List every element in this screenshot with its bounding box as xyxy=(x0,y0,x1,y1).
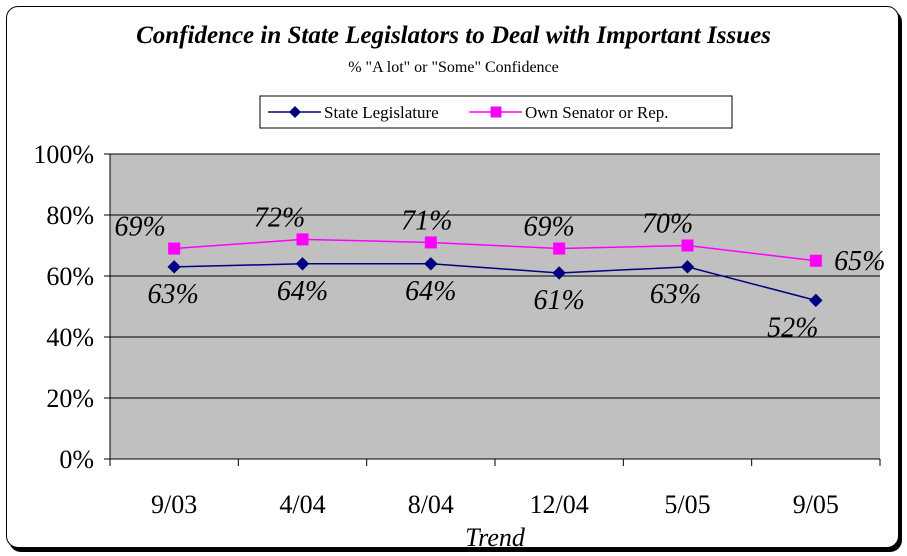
data-point xyxy=(167,260,181,274)
plot-area xyxy=(110,154,880,459)
legend-marker xyxy=(490,106,502,118)
data-label: 64% xyxy=(405,276,456,307)
data-point xyxy=(424,236,437,249)
x-tick-label: 9/05 xyxy=(793,490,839,519)
y-tick-label: 20% xyxy=(46,384,94,413)
x-tick-label: 5/05 xyxy=(664,490,710,519)
data-label: 61% xyxy=(534,285,585,316)
x-tick-label: 9/03 xyxy=(151,490,197,519)
chart-title: Confidence in State Legislators to Deal … xyxy=(136,22,771,49)
data-point xyxy=(296,233,309,246)
data-label: 71% xyxy=(401,205,452,236)
x-axis-title: Trend xyxy=(465,523,526,552)
data-point xyxy=(295,257,310,271)
data-point xyxy=(680,260,695,274)
data-label: 69% xyxy=(115,212,166,243)
data-label: 63% xyxy=(148,279,199,310)
data-point xyxy=(552,266,566,280)
data-point xyxy=(809,293,823,308)
data-label: 52% xyxy=(767,312,818,343)
data-label: 65% xyxy=(834,246,885,277)
data-point xyxy=(809,254,822,267)
legend-marker xyxy=(289,106,301,118)
data-label: 69% xyxy=(524,212,575,243)
legend-label: State Legislature xyxy=(324,103,439,122)
data-label: 64% xyxy=(277,276,328,307)
data-label: 63% xyxy=(650,279,701,310)
data-point xyxy=(681,239,694,252)
x-tick-label: 8/04 xyxy=(408,490,454,519)
data-point xyxy=(424,257,438,271)
data-label: 70% xyxy=(642,209,693,240)
data-point xyxy=(553,242,566,255)
data-point xyxy=(168,242,181,255)
y-tick-label: 40% xyxy=(46,323,94,352)
y-tick-label: 0% xyxy=(59,445,94,474)
y-tick-label: 100% xyxy=(33,140,94,169)
y-tick-label: 80% xyxy=(46,201,94,230)
legend-label: Own Senator or Rep. xyxy=(525,103,669,122)
series-line xyxy=(174,263,817,302)
data-label: 72% xyxy=(254,202,305,233)
series-line xyxy=(174,238,816,262)
x-tick-label: 12/04 xyxy=(530,490,589,519)
chart-subtitle: % "A lot" or "Some" Confidence xyxy=(348,59,559,76)
x-tick-label: 4/04 xyxy=(279,490,325,519)
y-tick-label: 60% xyxy=(46,262,94,291)
